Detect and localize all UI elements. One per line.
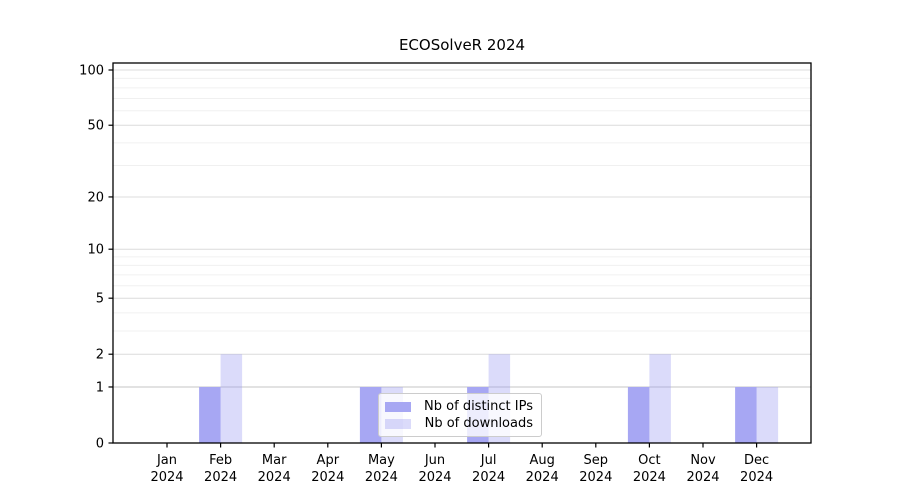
legend-swatch-distinct-ips-icon <box>385 401 411 412</box>
bar-downloads <box>649 354 671 443</box>
bar-downloads <box>756 386 779 443</box>
x-tick-label: Jan 2024 <box>150 453 183 485</box>
bar-downloads <box>220 354 243 443</box>
legend: Nb of distinct IPs Nb of downloads <box>378 393 542 437</box>
x-tick-label: May 2024 <box>365 453 398 485</box>
y-tick-label: 0 <box>96 437 104 452</box>
legend-label-distinct-ips: Nb of distinct IPs <box>424 399 533 414</box>
plot-spines <box>112 62 812 444</box>
y-tick-label: 50 <box>87 119 104 134</box>
y-tick-label: 1 <box>96 380 104 395</box>
x-tick-label: Oct 2024 <box>633 453 666 485</box>
x-tick-label: Aug 2024 <box>526 453 559 485</box>
bar-distinct-ips <box>627 386 650 443</box>
x-tick-label: Sep 2024 <box>579 453 612 485</box>
x-tick-label: Apr 2024 <box>311 453 344 485</box>
y-tick-label: 20 <box>87 190 104 205</box>
legend-swatch-downloads-icon <box>385 418 411 429</box>
x-tick-label: Nov 2024 <box>686 453 719 485</box>
x-tick-label: Jun 2024 <box>418 453 451 485</box>
y-tick-label: 5 <box>96 292 104 307</box>
legend-label-downloads: Nb of downloads <box>424 416 533 431</box>
y-tick-label: 100 <box>79 64 104 79</box>
x-tick-label: Jul 2024 <box>472 453 505 485</box>
y-tick-label: 10 <box>87 243 104 258</box>
x-tick-label: Mar 2024 <box>258 453 291 485</box>
legend-item-distinct-ips: Nb of distinct IPs <box>385 399 533 414</box>
x-tick-label: Feb 2024 <box>204 453 237 485</box>
chart-title: ECOSolveR 2024 <box>398 36 526 54</box>
bar-distinct-ips <box>199 386 221 443</box>
legend-item-downloads: Nb of downloads <box>385 416 533 431</box>
bar-distinct-ips <box>735 386 757 443</box>
x-tick-label: Dec 2024 <box>740 453 773 485</box>
bar-distinct-ips <box>359 386 382 443</box>
y-tick-label: 2 <box>96 348 104 363</box>
